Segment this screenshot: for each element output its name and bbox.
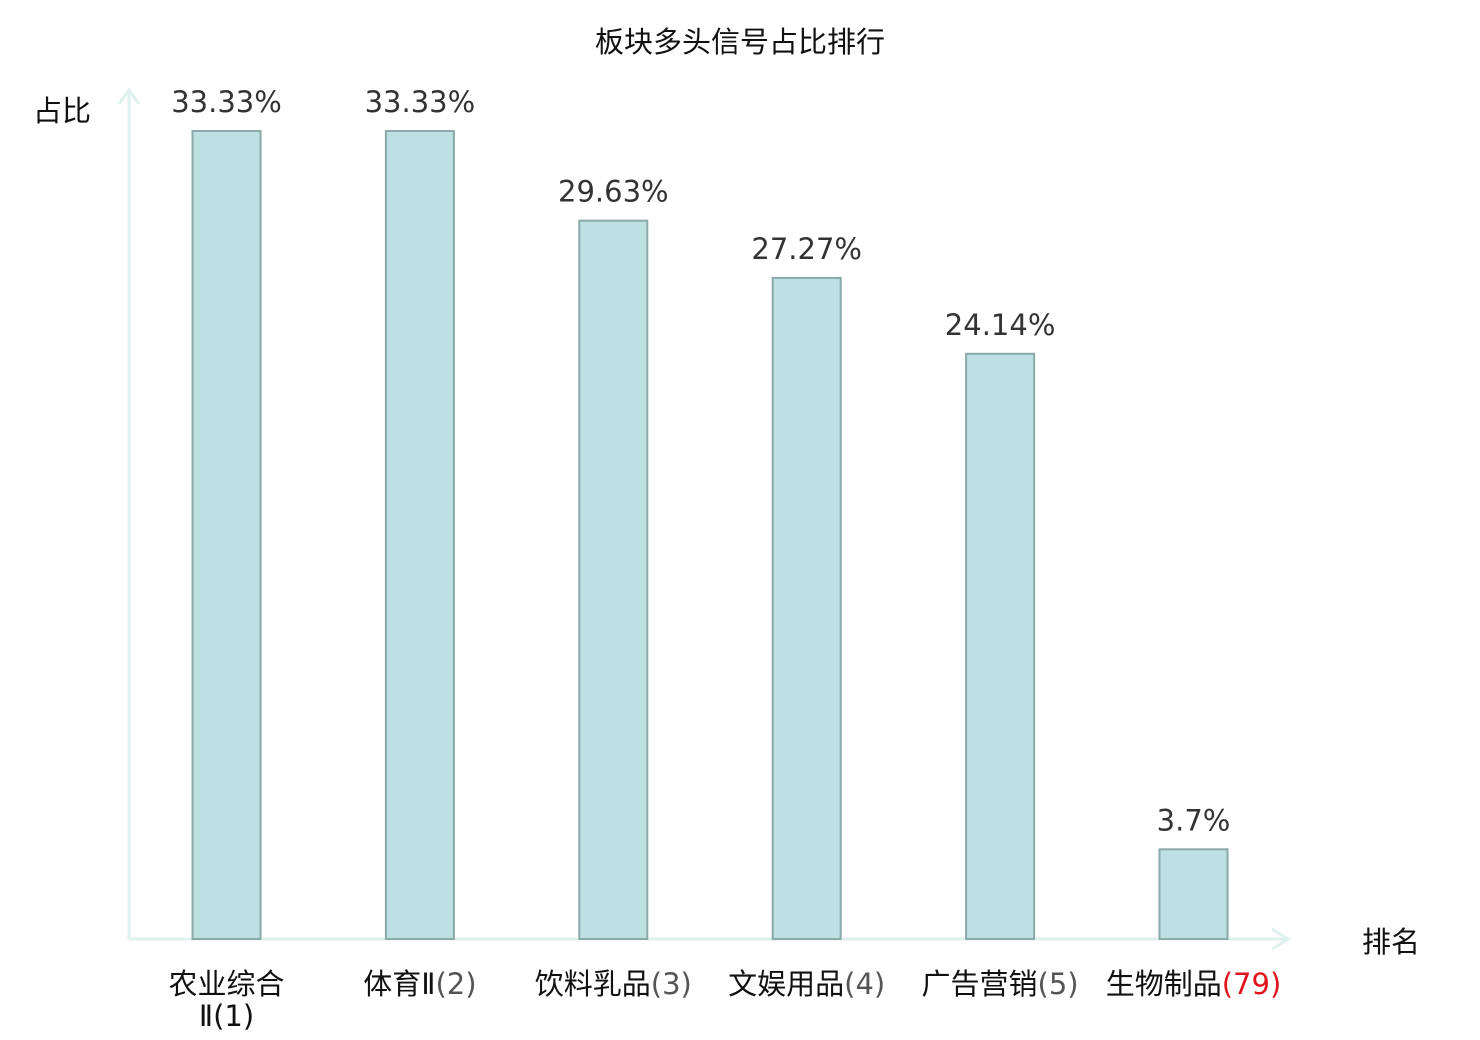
category-label-4: 文娱用品(4) <box>728 967 885 1001</box>
bar-5 <box>965 352 1036 940</box>
category-rank-6: (79) <box>1222 967 1282 1001</box>
y-axis-label: 占比 <box>33 94 91 128</box>
category-label-6: 生物制品(79) <box>1106 967 1282 1001</box>
bar-2 <box>384 130 455 940</box>
category-rank-2: (2) <box>435 967 476 1001</box>
category-name-4: 文娱用品 <box>728 967 844 1001</box>
category-label-1-line2: Ⅱ(1) <box>199 999 254 1033</box>
value-labels: 33.33% 33.33% 29.63% 27.27% 24.14% 3.7% <box>171 85 1230 837</box>
x-axis-arrow <box>1271 927 1291 951</box>
value-label-2: 33.33% <box>365 85 476 119</box>
value-label-5: 24.14% <box>945 308 1056 342</box>
category-rank-3: (3) <box>651 967 692 1001</box>
category-name-6: 生物制品 <box>1106 967 1222 1001</box>
value-label-6: 3.7% <box>1157 803 1231 837</box>
category-rank-5: (5) <box>1038 967 1079 1001</box>
y-axis-arrow <box>117 87 141 105</box>
bar-3 <box>578 219 649 941</box>
category-name-5: 广告营销 <box>922 967 1038 1001</box>
bar-6 <box>1158 848 1229 941</box>
bar-1 <box>191 130 262 940</box>
value-label-3: 29.63% <box>558 175 669 209</box>
category-label-1: 农业综合 <box>168 967 284 1001</box>
x-axis-label: 排名 <box>1362 925 1420 959</box>
category-label-3: 饮料乳品(3) <box>535 967 692 1001</box>
chart-title: 板块多头信号占比排行 <box>595 25 885 59</box>
bar-4 <box>771 276 842 940</box>
bars <box>191 130 1229 941</box>
category-label-2: 体育Ⅱ(2) <box>363 967 476 1001</box>
category-name-3: 饮料乳品 <box>535 967 651 1001</box>
category-name-2: 体育Ⅱ <box>363 967 435 1001</box>
category-label-5: 广告营销(5) <box>922 967 1079 1001</box>
value-label-1: 33.33% <box>171 85 282 119</box>
value-label-4: 27.27% <box>751 232 862 266</box>
axes: 占比 排名 <box>33 87 1420 959</box>
category-rank-4: (4) <box>844 967 885 1001</box>
